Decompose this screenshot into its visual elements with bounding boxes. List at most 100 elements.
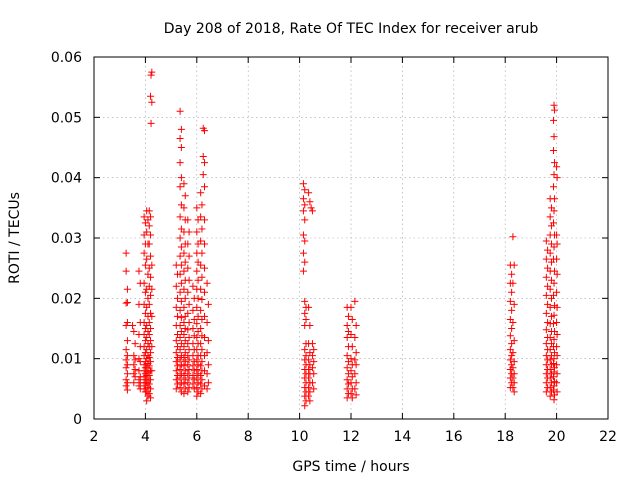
data-point — [546, 303, 554, 311]
data-point — [310, 346, 318, 354]
data-point — [185, 334, 193, 342]
data-point — [147, 273, 155, 281]
data-point — [130, 328, 138, 336]
data-point — [542, 237, 550, 245]
data-point — [201, 159, 209, 167]
data-point — [550, 116, 558, 124]
data-point — [203, 318, 211, 326]
data-point — [194, 312, 202, 320]
data-point — [347, 390, 355, 398]
x-tick-label: 10 — [291, 429, 309, 445]
data-point — [308, 352, 316, 360]
data-point — [352, 379, 360, 387]
data-point — [546, 285, 554, 293]
data-point — [550, 243, 558, 251]
data-point — [550, 207, 558, 215]
data-point — [194, 294, 202, 302]
data-point — [550, 373, 558, 381]
data-point — [147, 291, 155, 299]
data-point — [177, 314, 185, 322]
data-point — [180, 180, 188, 188]
data-point — [197, 306, 205, 314]
data-point — [351, 385, 359, 393]
data-point — [123, 361, 131, 369]
data-point — [307, 204, 315, 212]
data-point — [301, 186, 309, 194]
data-point — [508, 325, 516, 332]
data-point — [130, 361, 138, 369]
data-point — [310, 370, 318, 378]
data-point — [344, 312, 352, 320]
data-point — [553, 163, 561, 171]
data-point — [551, 195, 559, 203]
data-point — [343, 321, 351, 329]
x-axis-label: GPS time / hours — [292, 459, 409, 475]
data-point — [176, 107, 184, 115]
data-point — [343, 334, 351, 342]
data-point — [197, 261, 205, 269]
data-point — [306, 321, 314, 329]
data-point — [203, 385, 211, 393]
data-point — [510, 388, 518, 396]
data-point — [553, 240, 561, 248]
data-point — [130, 379, 138, 387]
data-point — [197, 213, 205, 221]
data-point — [147, 71, 155, 79]
data-point — [508, 270, 516, 278]
data-point — [299, 207, 307, 215]
data-point — [550, 279, 558, 287]
data-point — [508, 306, 516, 314]
data-point — [310, 358, 318, 366]
data-point — [348, 343, 356, 351]
data-point — [193, 356, 201, 364]
data-point — [198, 201, 206, 209]
data-point — [343, 376, 351, 384]
data-point — [550, 101, 558, 109]
data-point — [509, 349, 517, 357]
data-point — [347, 355, 355, 363]
data-point — [130, 370, 138, 378]
data-point — [180, 362, 188, 370]
data-point — [204, 337, 212, 345]
data-point — [509, 384, 517, 392]
data-point — [553, 379, 561, 387]
data-point — [147, 385, 155, 393]
data-point — [301, 237, 309, 245]
data-point — [135, 267, 143, 275]
data-point — [176, 252, 184, 260]
data-point — [141, 261, 149, 269]
data-point — [508, 352, 516, 360]
data-point — [185, 252, 193, 260]
data-point — [204, 300, 212, 308]
data-point — [305, 392, 313, 400]
data-point — [184, 370, 192, 378]
data-point — [201, 127, 209, 135]
data-point — [542, 291, 550, 299]
data-point — [181, 192, 189, 200]
data-point — [176, 183, 184, 191]
data-point — [147, 349, 155, 357]
data-point — [553, 331, 561, 339]
data-point — [181, 258, 189, 266]
data-point — [148, 367, 156, 375]
data-point — [145, 331, 153, 339]
data-point — [180, 285, 188, 293]
data-point — [176, 306, 184, 314]
data-point — [147, 252, 155, 260]
data-point — [305, 384, 313, 392]
data-point — [197, 380, 205, 388]
data-point — [509, 374, 517, 382]
x-tick-label: 16 — [445, 429, 463, 445]
data-point — [204, 379, 212, 387]
data-point — [176, 288, 184, 296]
data-point — [553, 361, 561, 369]
data-point — [193, 320, 201, 328]
data-point — [145, 318, 153, 326]
data-point — [123, 352, 131, 360]
data-point — [131, 366, 139, 374]
data-point — [184, 240, 192, 248]
data-point — [135, 355, 143, 363]
data-point — [299, 231, 307, 239]
data-point — [193, 366, 201, 374]
data-point — [308, 207, 316, 215]
